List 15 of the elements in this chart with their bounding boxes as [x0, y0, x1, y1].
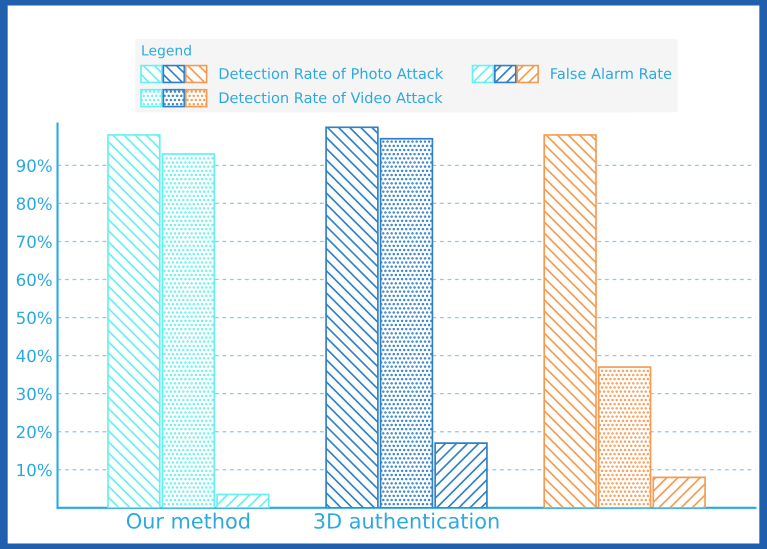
y-tick-label: 10%	[17, 464, 52, 476]
y-tick-label: 60%	[16, 273, 52, 286]
legend-label: Detection Rate of Photo Attack	[220, 68, 444, 80]
legend-label: Detection Rate of Video Attack	[220, 92, 443, 104]
x-tick-label: Our method	[126, 512, 250, 529]
y-tick-label: 30%	[16, 388, 52, 400]
y-tick-label: 20%	[16, 426, 52, 438]
legend-label: False Alarm Rate	[551, 68, 672, 80]
x-tick-label: 3D authentication	[314, 512, 498, 529]
y-tick-label: 50%	[16, 312, 52, 324]
y-tick-label: 90%	[16, 159, 52, 172]
y-tick-label: 80%	[16, 197, 52, 210]
y-tick-label: 40%	[16, 350, 52, 362]
legend-title: Legend	[142, 44, 191, 58]
y-tick-label: 70%	[16, 235, 52, 248]
